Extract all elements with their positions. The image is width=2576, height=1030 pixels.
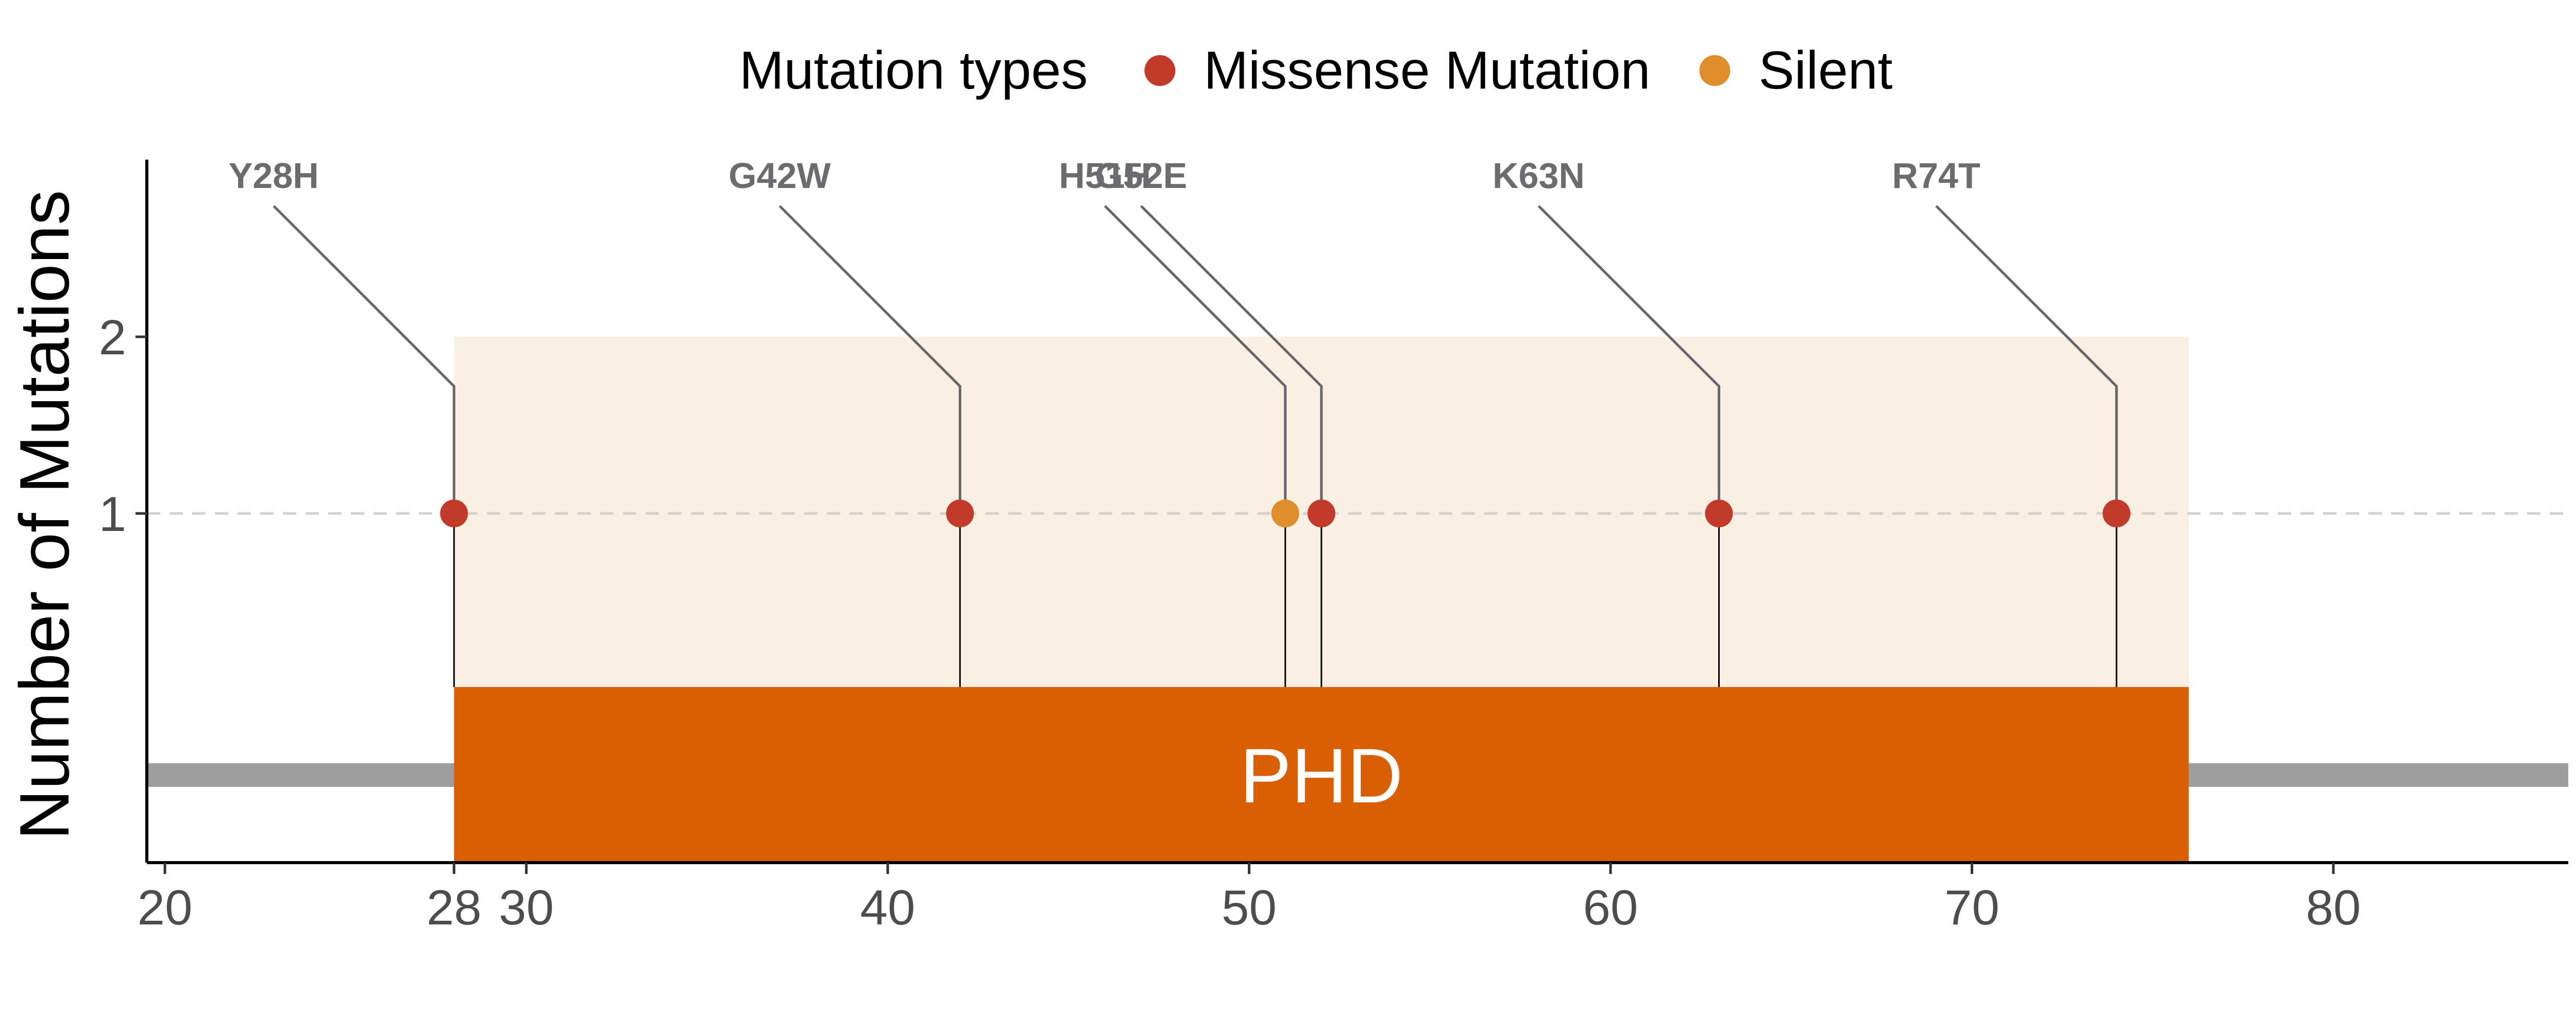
legend-label-1: Silent xyxy=(1758,41,1892,100)
legend: Mutation types Missense Mutation Silent xyxy=(739,41,1893,100)
legend-key-1 xyxy=(1699,55,1731,86)
legend-entries: Missense Mutation Silent xyxy=(1144,41,1893,100)
x-tick-label-50: 50 xyxy=(1222,880,1277,935)
stem-layer xyxy=(453,513,2117,687)
point-Y28H xyxy=(440,500,468,527)
leader-K63N xyxy=(1537,205,1720,500)
x-tick-label-70: 70 xyxy=(1944,880,1999,935)
x-tick-label-30: 30 xyxy=(499,880,554,935)
mutation-label-R74T: R74T xyxy=(1892,156,1980,196)
y-axis-title: Number of Mutations xyxy=(5,190,83,840)
mutation-label-H51H: H51H xyxy=(1059,156,1151,196)
domain-box-0 xyxy=(454,687,2189,863)
x-tick-label-40: 40 xyxy=(860,880,916,935)
axes: 20 28 30 40 50 60 70 80 1 2 xyxy=(99,160,2568,935)
domain-label-0: PHD xyxy=(1240,732,1403,819)
legend-label-0: Missense Mutation xyxy=(1204,41,1650,100)
point-K63N xyxy=(1705,500,1733,527)
x-tick-label-60: 60 xyxy=(1583,880,1638,935)
point-layer xyxy=(440,500,2131,527)
leader-H51H xyxy=(1104,205,1287,500)
mutation-label-Y28H: Y28H xyxy=(229,156,319,196)
y-tick-label-1: 1 xyxy=(99,487,126,542)
legend-key-0 xyxy=(1144,55,1176,86)
mutation-label-G52E: G52E xyxy=(1095,156,1187,196)
leader-Y28H xyxy=(273,205,455,500)
x-tick-label-80: 80 xyxy=(2306,880,2361,935)
leader-G42W xyxy=(778,205,961,500)
point-R74T xyxy=(2103,500,2131,527)
domain-layer: PHD xyxy=(454,687,2189,863)
mutation-label-G42W: G42W xyxy=(728,156,831,196)
x-tick-label-20: 20 xyxy=(138,880,193,935)
point-G52E xyxy=(1307,500,1335,527)
legend-title: Mutation types xyxy=(739,41,1088,100)
leader-G52E xyxy=(1140,205,1323,500)
point-H51H xyxy=(1271,500,1299,527)
x-tick-label-28: 28 xyxy=(427,880,482,935)
leader-R74T xyxy=(1935,205,2118,500)
y-tick-label-2: 2 xyxy=(99,310,126,365)
point-G42W xyxy=(946,500,974,527)
mutation-label-K63N: K63N xyxy=(1493,156,1585,196)
